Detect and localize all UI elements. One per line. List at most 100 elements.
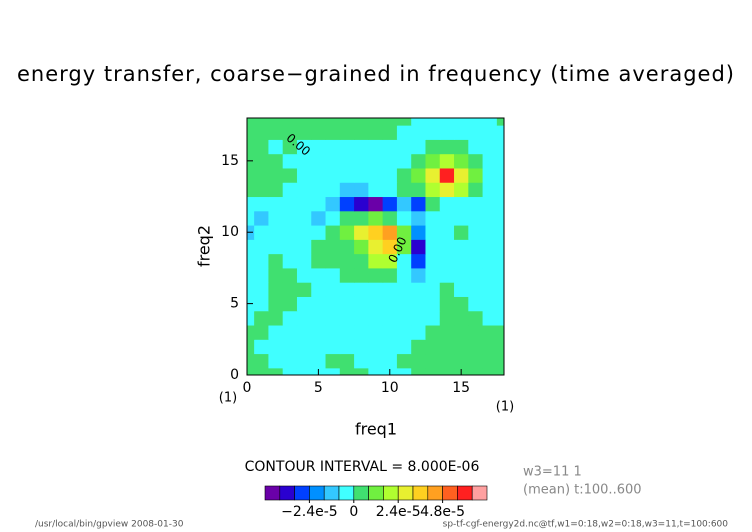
cell xyxy=(296,282,312,297)
cell xyxy=(354,118,369,126)
cell xyxy=(439,182,455,198)
cell xyxy=(396,339,412,355)
cell xyxy=(254,210,269,226)
cell xyxy=(496,353,504,369)
cell xyxy=(354,153,369,169)
cell xyxy=(411,353,426,369)
cell xyxy=(339,282,355,297)
cell xyxy=(296,182,312,198)
cell xyxy=(496,282,504,297)
cell xyxy=(354,310,369,326)
cell xyxy=(468,239,484,255)
cell xyxy=(282,253,298,269)
cell xyxy=(354,339,369,355)
cell xyxy=(325,310,341,326)
cell xyxy=(468,253,484,269)
footer-right: sp-tf-cgf-energy2d.nc@tf,w1=0:18,w2=0:18… xyxy=(443,520,729,530)
cell xyxy=(482,367,498,375)
cell xyxy=(254,167,269,183)
cell xyxy=(411,253,426,269)
cell xyxy=(247,267,255,283)
cell xyxy=(382,339,398,355)
cell xyxy=(354,296,369,312)
cell xyxy=(411,367,426,375)
cell xyxy=(368,125,384,140)
cell xyxy=(282,210,298,226)
cell xyxy=(396,153,412,169)
cell xyxy=(496,153,504,169)
cell xyxy=(311,139,327,155)
colorbar-box xyxy=(294,485,310,501)
cell xyxy=(382,182,398,198)
cell xyxy=(382,239,398,255)
cell xyxy=(254,339,269,355)
cell xyxy=(454,325,469,340)
cell xyxy=(468,139,484,155)
cell xyxy=(325,210,341,226)
cell xyxy=(425,353,441,369)
cell xyxy=(247,196,255,212)
cell xyxy=(482,210,498,226)
cell xyxy=(268,210,284,226)
cell xyxy=(339,267,355,283)
cell xyxy=(325,182,341,198)
cell xyxy=(396,296,412,312)
cell xyxy=(325,296,341,312)
cell xyxy=(339,153,355,169)
cell xyxy=(368,210,384,226)
cell xyxy=(268,339,284,355)
cell xyxy=(482,282,498,297)
cell xyxy=(339,196,355,212)
cell xyxy=(425,139,441,155)
cell xyxy=(339,118,355,126)
cell xyxy=(296,225,312,240)
cell xyxy=(425,125,441,140)
cell xyxy=(311,225,327,240)
plot-area xyxy=(247,118,504,375)
cell xyxy=(454,239,469,255)
cell xyxy=(396,225,412,240)
cell xyxy=(439,125,455,140)
cell xyxy=(254,239,269,255)
cell xyxy=(247,118,255,126)
cell xyxy=(247,167,255,183)
cell xyxy=(354,225,369,240)
cell xyxy=(311,118,327,126)
cell xyxy=(425,310,441,326)
cell xyxy=(496,167,504,183)
cell xyxy=(368,296,384,312)
cell xyxy=(382,353,398,369)
cell xyxy=(282,118,298,126)
cell xyxy=(454,296,469,312)
cell xyxy=(354,167,369,183)
cell xyxy=(425,210,441,226)
cell xyxy=(254,182,269,198)
cell xyxy=(296,367,312,375)
cell xyxy=(296,339,312,355)
cell xyxy=(247,353,255,369)
cell xyxy=(411,296,426,312)
cell xyxy=(496,310,504,326)
cell xyxy=(482,182,498,198)
cell xyxy=(411,210,426,226)
cell xyxy=(282,353,298,369)
cell xyxy=(454,210,469,226)
cell xyxy=(254,225,269,240)
cell xyxy=(496,139,504,155)
cell xyxy=(311,310,327,326)
cell xyxy=(468,225,484,240)
cell xyxy=(296,196,312,212)
cell xyxy=(354,139,369,155)
cell xyxy=(368,167,384,183)
cell xyxy=(296,153,312,169)
cell xyxy=(368,139,384,155)
cell xyxy=(496,239,504,255)
y-axis-label: freq2 xyxy=(195,225,214,267)
cell xyxy=(454,282,469,297)
cell xyxy=(396,125,412,140)
cell xyxy=(247,125,255,140)
cell xyxy=(454,253,469,269)
cell xyxy=(247,282,255,297)
cell xyxy=(382,282,398,297)
cell xyxy=(282,225,298,240)
